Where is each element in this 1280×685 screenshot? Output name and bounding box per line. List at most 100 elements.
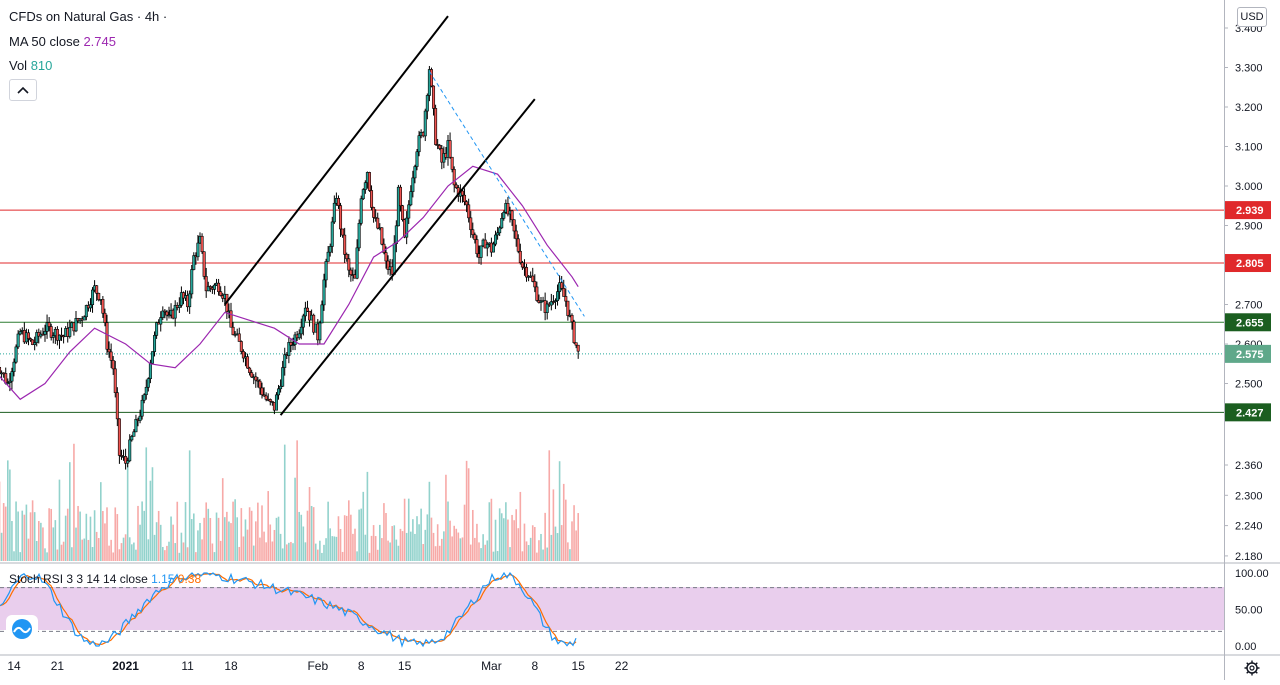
volume-bar (309, 487, 311, 561)
volume-bar (511, 515, 513, 561)
volume-bar (499, 508, 501, 561)
candle-body (230, 311, 232, 327)
candle-body (116, 393, 118, 419)
candle-body (532, 276, 534, 281)
volume-bar (503, 518, 505, 561)
volume-bar (300, 515, 302, 561)
volume-bar (141, 501, 143, 561)
x-tick-label: Mar (481, 659, 502, 673)
volume-bar (121, 543, 123, 561)
volume-bar (34, 512, 36, 561)
volume-bar (263, 532, 265, 561)
volume-bar (336, 537, 338, 561)
candle-body (368, 172, 370, 190)
volume-bar (354, 529, 356, 561)
volume-bar (493, 552, 495, 561)
volume-bar (86, 514, 88, 561)
currency-button[interactable]: USD (1237, 7, 1267, 27)
settings-button[interactable] (1243, 659, 1261, 677)
candle-body (240, 341, 242, 351)
volume-bar (544, 513, 546, 561)
volume-bar (57, 550, 59, 561)
candle-body (412, 178, 414, 192)
volume-bar (228, 522, 230, 561)
volume-bar (222, 478, 224, 561)
volume-bar (486, 540, 488, 561)
stoch-k-value: 1.15 (151, 572, 174, 586)
volume-bar (476, 524, 478, 561)
volume-bar (489, 502, 491, 561)
candle-body (341, 229, 343, 235)
candle-body (393, 244, 395, 275)
candle-body (281, 368, 283, 387)
candle-body (536, 287, 538, 301)
candle-body (350, 270, 352, 275)
candle-body (333, 203, 335, 222)
candle-body (319, 323, 321, 340)
y-tick-label: 3.000 (1235, 181, 1263, 193)
volume-bar (9, 470, 11, 561)
candle-body (104, 313, 106, 322)
volume-bar (313, 507, 315, 561)
volume-bar (569, 549, 571, 561)
volume-bar (152, 467, 154, 561)
volume-bar (11, 521, 13, 561)
volume-bar (526, 541, 528, 561)
volume-bar (435, 546, 437, 561)
stoch-tick-label: 0.00 (1235, 641, 1256, 653)
candle-body (108, 349, 110, 352)
volume-bar (522, 551, 524, 561)
volume-bar (553, 489, 555, 561)
volume-bar (377, 550, 379, 561)
volume-bar (532, 525, 534, 561)
candle-body (114, 369, 116, 393)
candle-body (534, 281, 536, 286)
volume-bar (3, 503, 5, 561)
stoch-band (0, 587, 1224, 630)
volume-bar (443, 531, 445, 561)
candle-body (511, 211, 513, 220)
volume-bar (305, 542, 307, 561)
volume-bar (288, 543, 290, 561)
volume-bar (139, 525, 141, 561)
candle-body (563, 288, 565, 296)
volume-bar (437, 524, 439, 561)
candle-body (197, 243, 199, 257)
volume-bar (174, 543, 176, 561)
price-marker-label: 2.805 (1236, 258, 1264, 270)
candle-body (219, 292, 221, 296)
volume-bar (13, 551, 15, 561)
candle-body (515, 231, 517, 239)
volume-bar (439, 546, 441, 561)
candle-body (98, 293, 100, 299)
volume-bar (385, 513, 387, 561)
x-tick-label: 8 (531, 659, 538, 673)
candle-body (343, 235, 345, 254)
tradingview-logo[interactable] (6, 615, 38, 643)
volume-bar (429, 482, 431, 561)
collapse-legend-button[interactable] (9, 79, 37, 101)
volume-bar (393, 525, 395, 561)
candle-body (370, 190, 372, 207)
channel-lower-line (281, 99, 535, 415)
volume-bar (381, 538, 383, 561)
volume-bar (298, 512, 300, 561)
candle-body (238, 334, 240, 342)
volume-bar (36, 541, 38, 561)
candle-body (416, 152, 418, 167)
candle-body (432, 86, 434, 108)
volume-bar (156, 522, 158, 561)
volume-bar (491, 499, 493, 561)
candle-body (325, 261, 327, 279)
candle-body (133, 432, 135, 437)
candle-body (95, 286, 97, 294)
candle-body (91, 290, 93, 305)
volume-bar (404, 499, 406, 561)
volume-bar (110, 540, 112, 561)
volume-bar (50, 509, 52, 561)
candle-body (418, 136, 420, 152)
volume-bar (460, 538, 462, 561)
volume-bar (455, 529, 457, 561)
volume-bar (117, 514, 119, 561)
